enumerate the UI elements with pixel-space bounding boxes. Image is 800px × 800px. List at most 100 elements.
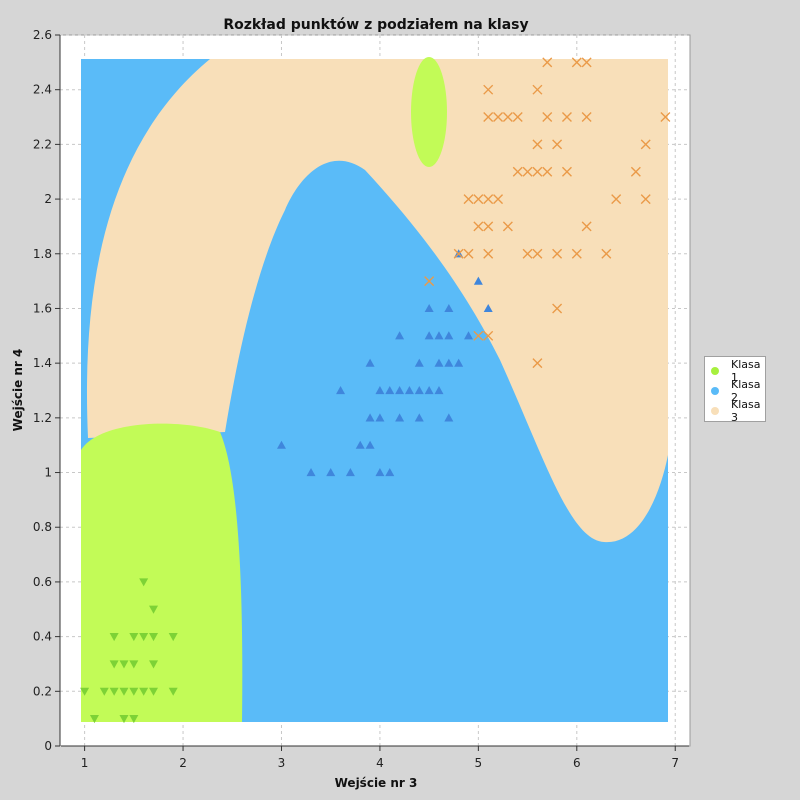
point-klasa-2 xyxy=(483,303,493,313)
region-klasa-3-arc xyxy=(86,59,669,543)
point-klasa-3-stroke xyxy=(581,221,592,232)
point-klasa-3-stroke xyxy=(601,248,612,259)
point-klasa-3-stroke xyxy=(463,194,474,205)
point-klasa-2 xyxy=(395,331,405,340)
point-klasa-3 xyxy=(473,330,484,341)
point-klasa-3 xyxy=(493,112,504,123)
decision-regions xyxy=(81,57,669,722)
point-klasa-2 xyxy=(414,413,424,422)
point-klasa-3-stroke xyxy=(453,248,464,259)
point-klasa-3 xyxy=(463,194,474,205)
y-tick-label: 1.8 xyxy=(33,247,52,261)
point-klasa-2 xyxy=(424,331,434,340)
legend-swatch-klasa-3 xyxy=(711,407,719,415)
x-tick-label: 5 xyxy=(475,756,483,770)
point-klasa-3-stroke xyxy=(630,166,641,177)
y-tick-label: 1.4 xyxy=(33,356,52,370)
y-tick-label: 2.6 xyxy=(33,28,52,42)
x-tick-label: 7 xyxy=(671,756,679,770)
point-klasa-1 xyxy=(109,687,119,696)
point-klasa-1 xyxy=(89,715,99,724)
point-klasa-2 xyxy=(355,440,365,449)
point-klasa-2 xyxy=(444,413,454,422)
point-klasa-3-stroke xyxy=(522,248,533,259)
legend-swatch-klasa-2 xyxy=(711,387,719,395)
point-klasa-3-stroke xyxy=(552,248,563,259)
point-klasa-3-stroke xyxy=(463,248,474,259)
point-klasa-3-stroke xyxy=(552,303,563,314)
point-klasa-2 xyxy=(434,331,444,340)
point-klasa-2 xyxy=(336,386,346,395)
y-tick-label: 2 xyxy=(44,192,52,206)
point-klasa-3-stroke xyxy=(473,194,484,205)
point-klasa-3 xyxy=(552,139,563,150)
point-klasa-2 xyxy=(385,386,395,395)
point-klasa-3-stroke xyxy=(502,221,513,232)
point-klasa-3 xyxy=(502,221,513,232)
point-klasa-3 xyxy=(453,248,464,259)
point-klasa-2 xyxy=(424,386,434,395)
legend-label-klasa-3: Klasa 3 xyxy=(731,398,761,424)
point-klasa-1 xyxy=(129,715,139,724)
point-klasa-3-stroke xyxy=(493,194,504,205)
y-tick-label: 1.2 xyxy=(33,411,52,425)
legend-swatch-klasa-1 xyxy=(711,367,719,375)
point-klasa-2 xyxy=(276,440,286,449)
point-klasa-3 xyxy=(640,194,651,205)
point-klasa-3 xyxy=(532,84,543,95)
point-klasa-3-stroke xyxy=(483,112,494,123)
point-klasa-2 xyxy=(444,331,454,340)
point-klasa-3-stroke xyxy=(502,112,513,123)
y-tick-label: 1 xyxy=(44,466,52,480)
point-klasa-1 xyxy=(109,633,119,642)
y-tick-label: 0.8 xyxy=(33,520,52,534)
point-klasa-2 xyxy=(375,413,385,422)
point-klasa-3-stroke xyxy=(512,112,523,123)
point-klasa-3 xyxy=(463,248,474,259)
point-klasa-3-stroke xyxy=(483,221,494,232)
point-klasa-3 xyxy=(601,248,612,259)
point-klasa-1 xyxy=(129,687,139,696)
point-klasa-2 xyxy=(444,358,454,367)
y-tick-label: 0.6 xyxy=(33,575,52,589)
point-klasa-1 xyxy=(139,578,149,587)
point-klasa-2 xyxy=(404,386,414,395)
point-klasa-2 xyxy=(395,413,405,422)
point-klasa-2 xyxy=(414,386,424,395)
point-klasa-1 xyxy=(139,687,149,696)
point-klasa-3-stroke xyxy=(542,166,553,177)
point-klasa-3 xyxy=(542,57,553,68)
point-klasa-3 xyxy=(512,166,523,177)
point-klasa-3 xyxy=(611,194,622,205)
point-klasa-3-stroke xyxy=(552,139,563,150)
point-klasa-3-stroke xyxy=(640,139,651,150)
point-klasa-3 xyxy=(571,248,582,259)
point-klasa-3 xyxy=(660,112,671,123)
point-klasa-1 xyxy=(139,633,149,642)
x-tick-label: 1 xyxy=(81,756,89,770)
point-klasa-3 xyxy=(542,112,553,123)
point-klasa-3 xyxy=(483,112,494,123)
point-klasa-3 xyxy=(552,248,563,259)
point-klasa-3-stroke xyxy=(581,57,592,68)
point-klasa-3 xyxy=(561,166,572,177)
legend-item-klasa-2: Klasa 2 xyxy=(711,378,765,404)
point-klasa-2 xyxy=(454,358,464,367)
point-klasa-3-stroke xyxy=(542,57,553,68)
point-klasa-3-stroke xyxy=(532,84,543,95)
point-klasa-1 xyxy=(149,605,159,614)
point-klasa-3 xyxy=(532,358,543,369)
point-klasa-3 xyxy=(640,139,651,150)
y-tick-label: 0.2 xyxy=(33,684,52,698)
point-klasa-3-stroke xyxy=(581,112,592,123)
point-klasa-3 xyxy=(483,194,494,205)
point-klasa-3-stroke xyxy=(483,248,494,259)
point-klasa-1 xyxy=(149,633,159,642)
point-klasa-2 xyxy=(473,276,483,285)
y-tick-label: 2.4 xyxy=(33,83,52,97)
x-tick-label: 6 xyxy=(573,756,581,770)
y-tick-label: 0 xyxy=(44,739,52,753)
point-klasa-3 xyxy=(581,112,592,123)
y-tick-label: 0.4 xyxy=(33,630,52,644)
